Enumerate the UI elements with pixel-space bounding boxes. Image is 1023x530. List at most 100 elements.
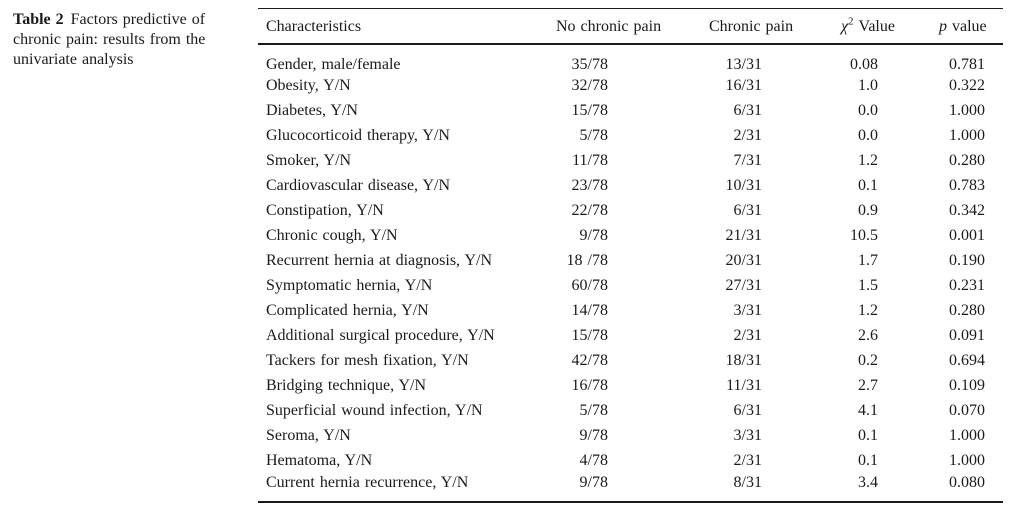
cell-chi-square-value: 10.5 [850,227,878,244]
cell-characteristic: Symptomatic hernia, Y/N [266,277,433,294]
cell-characteristic: Constipation, Y/N [266,202,384,219]
table-row: Recurrent hernia at diagnosis, Y/N 18 /78… [258,249,1003,274]
cell-characteristic: Smoker, Y/N [266,152,352,169]
table-row: Gender, male/female 35/78 13/31 0.08 0.781 [258,44,1003,74]
cell-chi-square-value: 0.9 [858,202,878,219]
cell-no-chronic-pain: 22/78 [571,202,608,219]
cell-characteristic: Superficial wound infection, Y/N [266,402,483,419]
cell-chi-square-value: 0.0 [858,102,878,119]
cell-chronic-pain: 13/31 [725,55,762,73]
cell-chi-square-value: 1.7 [858,252,878,269]
table-row: Symptomatic hernia, Y/N 60/78 27/31 1.5 0.23… [258,274,1003,299]
cell-chronic-pain: 3/31 [733,427,762,444]
cell-no-chronic-pain: 14/78 [571,302,608,319]
cell-p-value: 0.322 [949,77,985,94]
cell-chronic-pain: 10/31 [725,177,762,194]
cell-no-chronic-pain: 32/78 [571,77,608,94]
cell-p-value: 0.781 [949,55,985,73]
cell-chi-square-value: 0.1 [858,427,878,444]
cell-p-value: 1.000 [949,427,985,444]
cell-no-chronic-pain: 42/78 [571,352,608,369]
cell-chronic-pain: 18/31 [725,352,762,369]
cell-no-chronic-pain: 18 /78 [566,252,608,269]
cell-chi-square-value: 2.6 [858,327,878,344]
cell-characteristic: Current hernia recurrence, Y/N [258,473,548,503]
cell-chronic-pain: 2/31 [733,327,762,344]
cell-p-value: 0.080 [931,473,1003,503]
cell-no-chronic-pain: 15/78 [571,327,608,344]
cell-p-value: 0.190 [949,252,985,269]
col-header-chi-square-value: χ2 Value [833,8,931,45]
cell-no-chronic-pain: 35/78 [571,55,608,73]
table-row: Cardiovascular disease, Y/N 23/78 10/31 0.1… [258,174,1003,199]
cell-chronic-pain: 8/31 [701,473,833,503]
cell-p-value: 0.280 [949,302,985,319]
cell-chronic-pain: 20/31 [725,252,762,269]
col-header-chronic-pain: Chronic pain [701,8,833,45]
cell-p-value: 1.000 [949,102,985,119]
cell-chronic-pain: 21/31 [725,227,762,244]
table-caption-label: Table 2 [13,11,64,28]
cell-no-chronic-pain: 11/78 [572,152,608,169]
cell-characteristic: Bridging technique, Y/N [266,377,427,394]
cell-chi-square-value: 0.1 [858,452,878,469]
cell-no-chronic-pain: 9/78 [579,427,608,444]
cell-characteristic: Obesity, Y/N [266,77,351,94]
table-row: Complicated hernia, Y/N 14/78 3/31 1.2 0.280 [258,299,1003,324]
col-header-no-chronic-pain: No chronic pain [548,8,701,45]
table-row: Additional surgical procedure, Y/N 15/78 2… [258,324,1003,349]
table-row: Chronic cough, Y/N 9/78 21/31 10.5 0.001 [258,224,1003,249]
caption-line: chronic pain: results from the [13,31,206,48]
cell-no-chronic-pain: 23/78 [571,177,608,194]
p-value-header-word: value [952,17,987,35]
cell-chronic-pain: 3/31 [733,302,762,319]
cell-no-chronic-pain: 5/78 [579,402,608,419]
cell-chi-square-value: 0.0 [858,127,878,144]
table-caption: Table 2 Factors predictive of chronic pai… [13,10,259,70]
cell-p-value: 0.231 [949,277,985,294]
cell-chronic-pain: 2/31 [733,452,762,469]
table-row: Constipation, Y/N 22/78 6/31 0.9 0.342 [258,199,1003,224]
table-row: Superficial wound infection, Y/N 5/78 6/31… [258,399,1003,424]
cell-p-value: 0.070 [949,402,985,419]
cell-p-value: 0.109 [949,377,985,394]
table-row: Current hernia recurrence, Y/N 9/78 8/31 3.… [258,473,1003,503]
cell-characteristic: Chronic cough, Y/N [266,227,398,244]
cell-chi-square-value: 0.2 [858,352,878,369]
cell-p-value: 0.091 [949,327,985,344]
cell-characteristic: Recurrent hernia at diagnosis, Y/N [266,252,493,269]
caption-text: Factors predictive of [70,11,206,28]
cell-no-chronic-pain: 5/78 [579,127,608,144]
cell-no-chronic-pain: 15/78 [571,102,608,119]
cell-p-value: 1.000 [949,127,985,144]
cell-characteristic: Cardiovascular disease, Y/N [266,177,451,194]
cell-chi-square-value: 1.0 [858,77,878,94]
cell-characteristic: Additional surgical procedure, Y/N [266,327,495,344]
cell-characteristic: Hematoma, Y/N [266,452,373,469]
table-row: Diabetes, Y/N 15/78 6/31 0.0 1.000 [258,99,1003,124]
cell-chi-square-value: 0.08 [850,55,878,73]
cell-chronic-pain: 11/31 [726,377,762,394]
cell-characteristic: Gender, male/female [266,55,401,73]
cell-p-value: 0.783 [949,177,985,194]
cell-no-chronic-pain: 4/78 [579,452,608,469]
cell-characteristic: Complicated hernia, Y/N [266,302,429,319]
header-row: Characteristics No chronic pain Chronic … [258,8,1003,45]
cell-chronic-pain: 7/31 [733,152,762,169]
cell-p-value: 0.342 [949,202,985,219]
chi-square-superscript: 2 [848,15,854,28]
cell-characteristic: Diabetes, Y/N [266,102,358,119]
cell-chronic-pain: 27/31 [725,277,762,294]
cell-chi-square-value: 4.1 [858,402,878,419]
cell-no-chronic-pain: 60/78 [571,277,608,294]
cell-chi-square-value: 2.7 [858,377,878,394]
table-row: Obesity, Y/N 32/78 16/31 1.0 0.322 [258,74,1003,99]
cell-chi-square-value: 3.4 [833,473,931,503]
cell-p-value: 0.001 [949,227,985,244]
cell-chi-square-value: 1.2 [858,152,878,169]
caption-line: univariate analysis [13,51,134,68]
cell-p-value: 0.694 [949,352,985,369]
chi-symbol: χ [841,17,849,35]
univariate-analysis-table: Characteristics No chronic pain Chronic … [258,8,1003,503]
cell-chi-square-value: 1.5 [858,277,878,294]
